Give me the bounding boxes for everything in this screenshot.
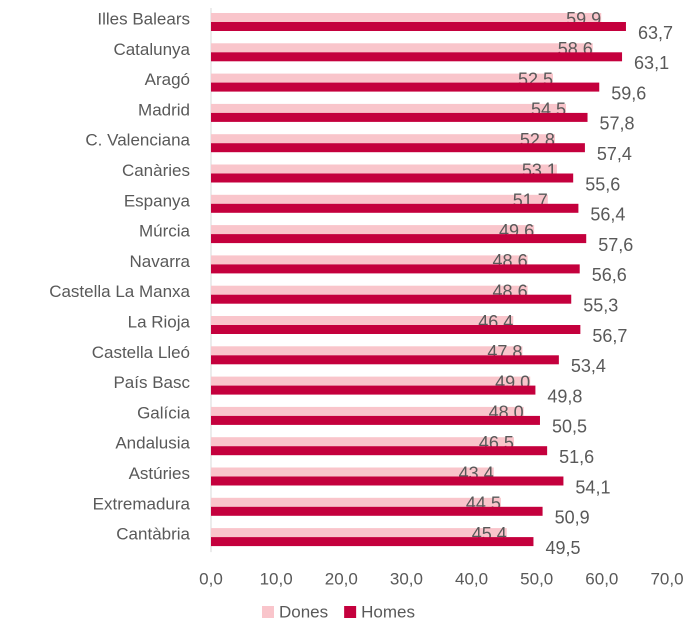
bar bbox=[211, 173, 574, 183]
data-label: 54,1 bbox=[575, 477, 610, 497]
category-label: Aragó bbox=[145, 70, 190, 89]
data-label: 49,5 bbox=[545, 538, 580, 558]
category-label: Canàries bbox=[122, 161, 190, 180]
bar bbox=[211, 294, 572, 304]
bar bbox=[211, 43, 593, 53]
bar bbox=[211, 446, 548, 456]
bar bbox=[211, 194, 548, 204]
bar bbox=[211, 385, 536, 395]
bar bbox=[211, 73, 553, 83]
category-label: País Basc bbox=[113, 373, 190, 392]
category-label: Catalunya bbox=[113, 40, 190, 59]
legend-label: Dones bbox=[279, 602, 328, 621]
bar bbox=[211, 22, 626, 31]
category-label: Castella La Manxa bbox=[49, 282, 190, 301]
bar bbox=[211, 225, 535, 235]
bar bbox=[211, 537, 534, 547]
bar bbox=[211, 234, 587, 244]
legend-swatch bbox=[262, 606, 274, 618]
bar bbox=[211, 506, 543, 516]
data-label: 63,7 bbox=[638, 23, 673, 43]
legend-swatch bbox=[344, 606, 357, 618]
bar bbox=[211, 255, 528, 265]
bar bbox=[211, 497, 501, 507]
bar bbox=[211, 346, 523, 356]
x-tick-label: 40,0 bbox=[455, 569, 488, 588]
bar bbox=[211, 13, 602, 22]
data-label: 55,6 bbox=[585, 174, 620, 194]
data-label: 56,6 bbox=[592, 265, 627, 285]
bar bbox=[211, 134, 555, 144]
x-tick-label: 30,0 bbox=[390, 569, 423, 588]
bar bbox=[211, 415, 540, 425]
bar bbox=[211, 52, 623, 62]
bar bbox=[211, 406, 524, 416]
x-tick-label: 0,0 bbox=[199, 569, 223, 588]
category-label: Madrid bbox=[138, 100, 190, 119]
bar bbox=[211, 467, 494, 477]
bar bbox=[211, 143, 585, 153]
bar bbox=[211, 103, 567, 113]
bar bbox=[211, 112, 588, 122]
bar bbox=[211, 264, 580, 274]
bar bbox=[211, 164, 557, 174]
bar bbox=[211, 355, 559, 365]
data-label: 63,1 bbox=[634, 53, 669, 73]
bar bbox=[211, 437, 514, 447]
bar bbox=[211, 285, 528, 295]
bar bbox=[211, 203, 579, 213]
legend-label: Homes bbox=[361, 602, 415, 621]
category-label: Illes Balears bbox=[97, 9, 190, 28]
x-tick-label: 60,0 bbox=[585, 569, 618, 588]
x-tick-label: 20,0 bbox=[325, 569, 358, 588]
data-label: 57,6 bbox=[598, 235, 633, 255]
category-label: Espanya bbox=[124, 191, 191, 210]
category-label: Navarra bbox=[130, 252, 191, 271]
data-label: 51,6 bbox=[559, 447, 594, 467]
data-label: 57,4 bbox=[597, 144, 632, 164]
bar bbox=[211, 82, 600, 92]
category-label: Astúries bbox=[129, 464, 190, 483]
category-label: Galícia bbox=[137, 403, 190, 422]
data-label: 53,4 bbox=[571, 356, 606, 376]
category-label: Múrcia bbox=[139, 222, 191, 241]
data-label: 55,3 bbox=[583, 295, 618, 315]
x-tick-label: 10,0 bbox=[260, 569, 293, 588]
category-label: Cantàbria bbox=[116, 525, 190, 544]
bar bbox=[211, 325, 581, 334]
data-label: 59,6 bbox=[611, 83, 646, 103]
category-label: Andalusia bbox=[115, 434, 190, 453]
x-tick-label: 70,0 bbox=[650, 569, 683, 588]
x-tick-label: 50,0 bbox=[520, 569, 553, 588]
data-label: 49,8 bbox=[547, 386, 582, 406]
category-label: Castella Lleó bbox=[92, 343, 190, 362]
category-label: La Rioja bbox=[128, 312, 191, 331]
bar bbox=[211, 476, 564, 486]
bar bbox=[211, 316, 514, 325]
category-label: C. Valenciana bbox=[85, 131, 190, 150]
data-label: 56,7 bbox=[592, 326, 627, 346]
data-label: 57,8 bbox=[600, 114, 635, 134]
data-label: 56,4 bbox=[590, 205, 625, 225]
category-label: Extremadura bbox=[93, 494, 191, 513]
data-label: 50,9 bbox=[555, 508, 590, 528]
bar bbox=[211, 528, 507, 538]
data-label: 50,5 bbox=[552, 417, 587, 437]
bar bbox=[211, 376, 531, 386]
